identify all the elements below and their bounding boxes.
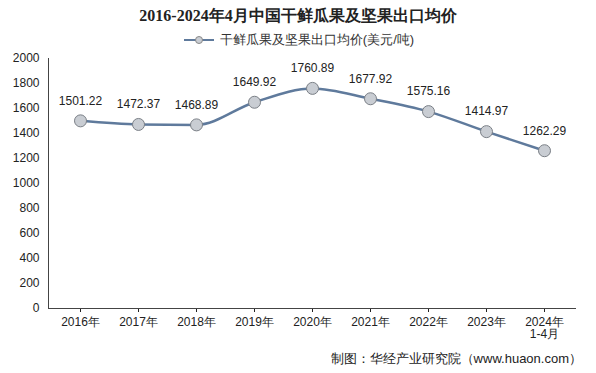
svg-text:800: 800 (19, 201, 39, 215)
svg-text:1800: 1800 (13, 76, 40, 90)
svg-text:2019年: 2019年 (235, 315, 274, 329)
svg-text:2016年: 2016年 (61, 315, 100, 329)
html-text:2016-2024年4月中国干鲜瓜果及坚果出口均价: 2016-2024年4月中国干鲜瓜果及坚果出口均价 (139, 7, 457, 24)
svg-text:1262.29: 1262.29 (523, 124, 567, 138)
html-text:制图：华经产业研究院（www.huaon.com）: 制图：华经产业研究院（www.huaon.com） (330, 351, 582, 366)
svg-text:400: 400 (19, 251, 39, 265)
svg-text:2024年1-4月: 2024年1-4月 (525, 315, 564, 341)
svg-text:2023年: 2023年 (467, 315, 506, 329)
svg-text:200: 200 (19, 276, 39, 290)
svg-text:2022年: 2022年 (409, 315, 448, 329)
svg-text:1760.89: 1760.89 (291, 61, 335, 75)
svg-text:0: 0 (33, 301, 40, 315)
svg-text:1472.37: 1472.37 (117, 97, 161, 111)
svg-text:1200: 1200 (13, 151, 40, 165)
svg-text:1400: 1400 (13, 126, 40, 140)
svg-text:600: 600 (19, 226, 39, 240)
svg-text:2020年: 2020年 (293, 315, 332, 329)
svg-text:2017年: 2017年 (119, 315, 158, 329)
svg-text:1501.22: 1501.22 (59, 94, 103, 108)
svg-text:1000: 1000 (13, 176, 40, 190)
svg-text:2000: 2000 (13, 51, 40, 65)
svg-text:1677.92: 1677.92 (349, 72, 393, 86)
svg-text:1468.89: 1468.89 (175, 98, 219, 112)
html-text:干鲜瓜果及坚果出口均价(美元/吨): 干鲜瓜果及坚果出口均价(美元/吨) (219, 32, 415, 47)
svg-text:1649.92: 1649.92 (233, 75, 277, 89)
svg-text:1414.97: 1414.97 (465, 104, 509, 118)
svg-text:2021年: 2021年 (351, 315, 390, 329)
svg-text:2018年: 2018年 (177, 315, 216, 329)
svg-text:1600: 1600 (13, 101, 40, 115)
svg-text:1575.16: 1575.16 (407, 84, 451, 98)
